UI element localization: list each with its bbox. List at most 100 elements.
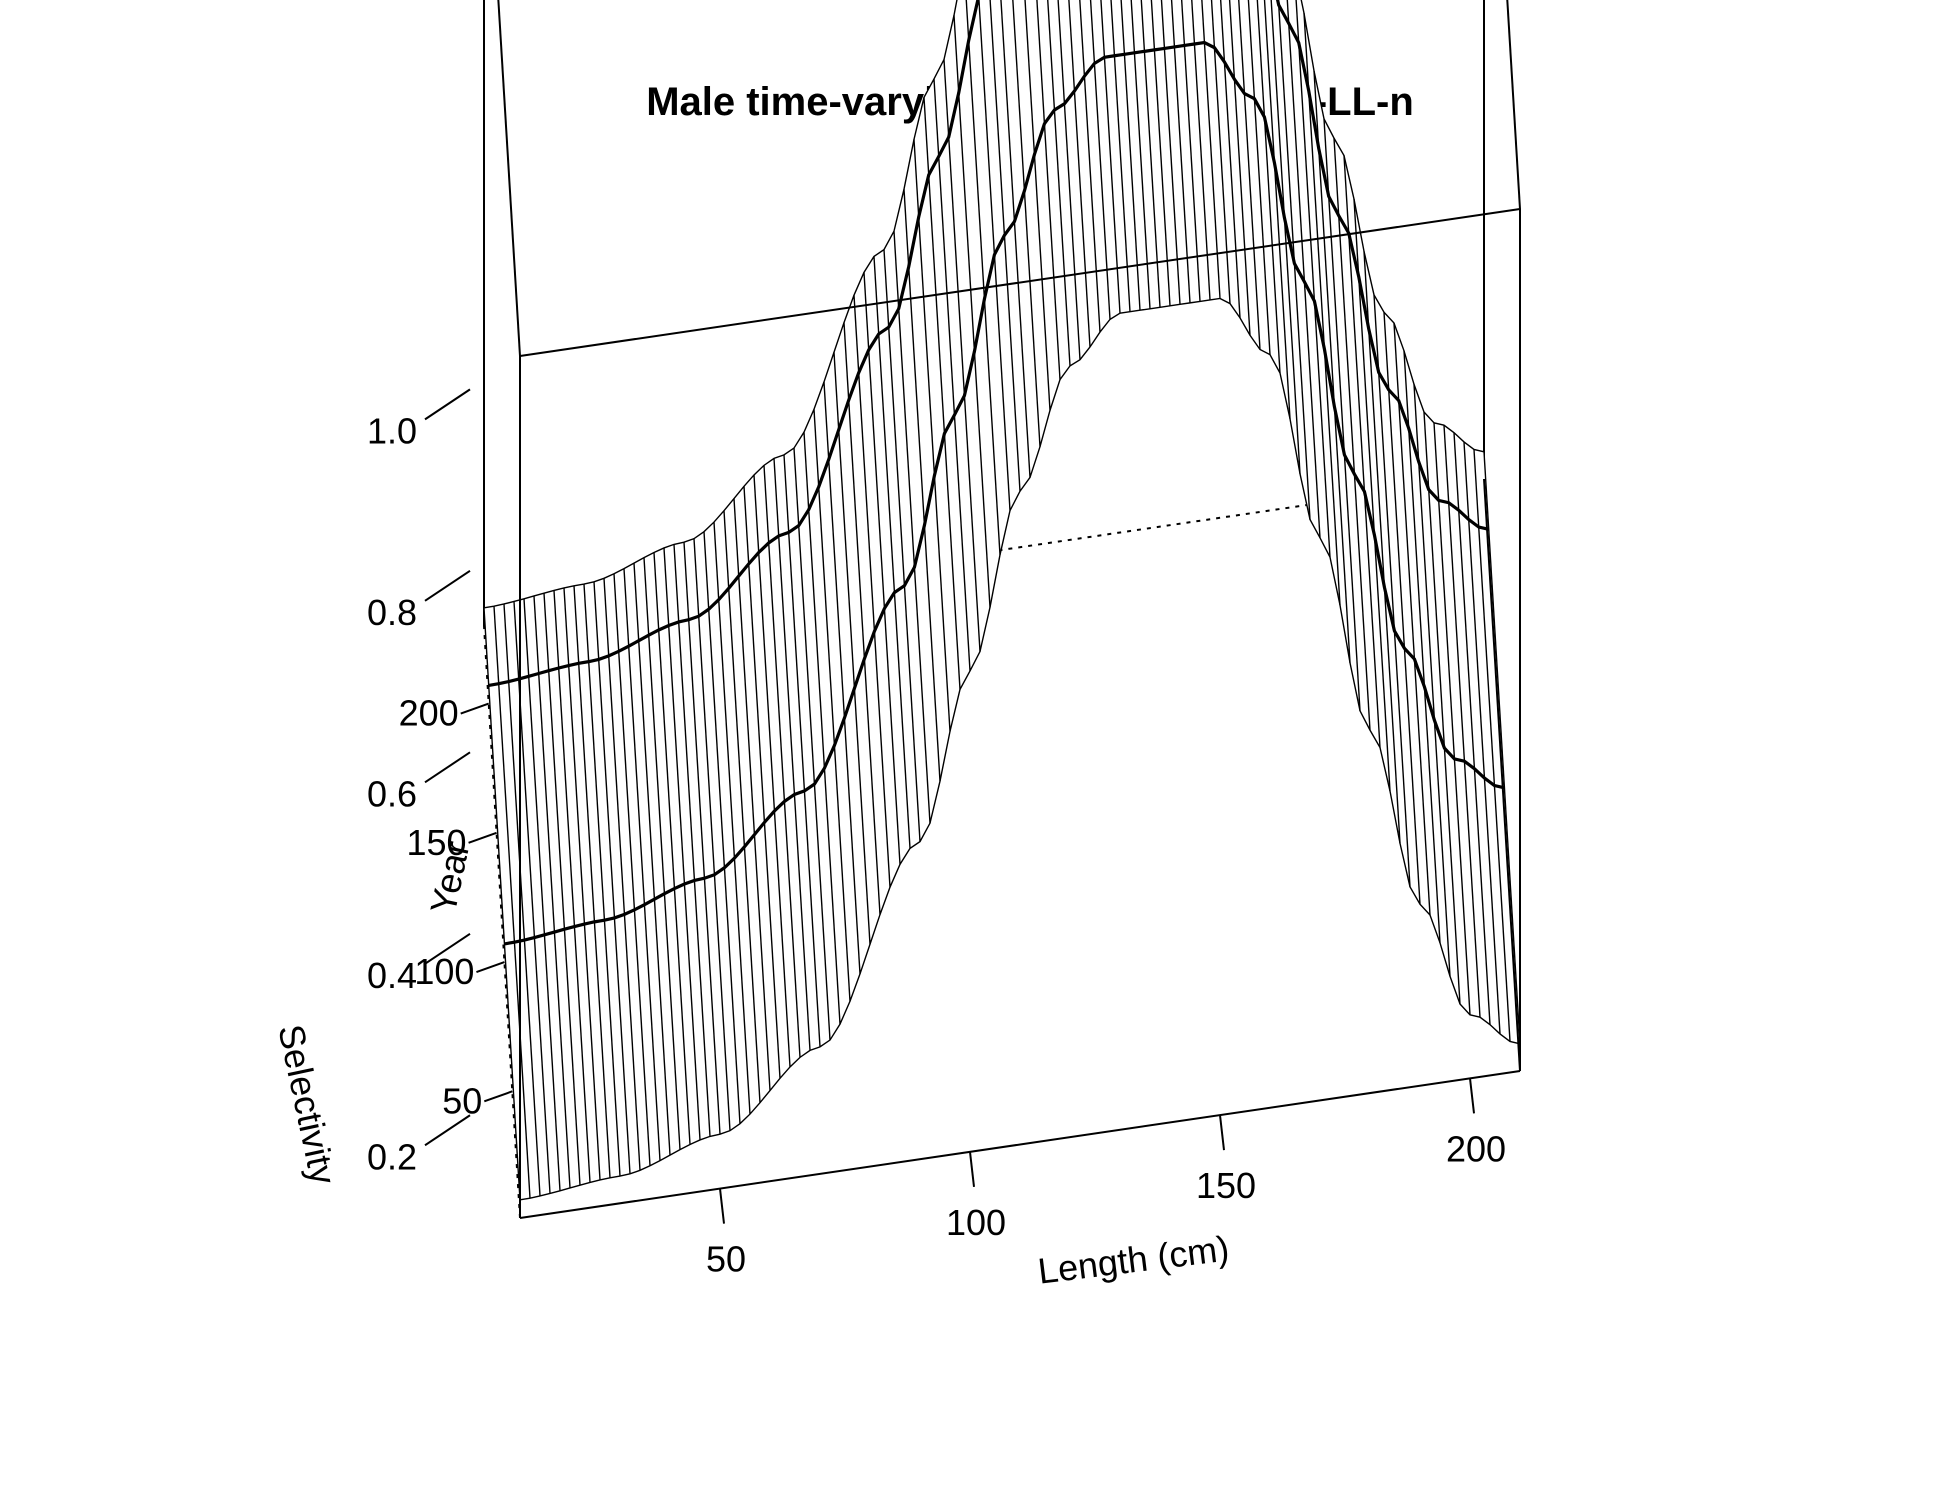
surface-length-line <box>1100 0 1121 314</box>
surface-facet <box>634 557 680 1156</box>
surface-facet <box>1334 138 1380 748</box>
surface-length-line <box>1180 0 1201 302</box>
surface-length-line <box>563 587 601 1181</box>
surface-facet <box>494 603 540 1199</box>
surface-length-line <box>503 603 541 1197</box>
surface-facet <box>914 97 960 732</box>
surface-facet <box>804 409 850 1025</box>
surface-facet <box>934 59 980 671</box>
x-tick-label: 150 <box>1196 1165 1256 1206</box>
surface-length-line <box>933 78 971 671</box>
surface-facet <box>1364 251 1410 887</box>
surface-length-line <box>1333 138 1371 731</box>
surface-length-line <box>583 584 621 1177</box>
surface-facet <box>1121 0 1150 311</box>
surface-length-line <box>753 474 791 1068</box>
surface-facet <box>584 581 630 1177</box>
surface-length-line <box>813 409 851 1002</box>
surface-facet <box>884 231 930 842</box>
selectivity-surface <box>483 0 1521 1201</box>
surface-length-line <box>1463 441 1501 1034</box>
z-tick-mark <box>424 388 471 421</box>
surface-back-profile <box>483 0 1485 609</box>
box-edge-right-top <box>1506 0 1521 210</box>
surface-length-line <box>1313 70 1351 663</box>
surface-facet <box>504 601 550 1196</box>
surface-length-line <box>543 593 581 1186</box>
surface-length-line <box>1110 0 1131 312</box>
surface-length-line <box>1068 0 1091 348</box>
surface-length-line <box>523 598 561 1191</box>
z-tick-label: 0.8 <box>367 592 417 633</box>
surface-length-line <box>833 352 871 945</box>
z-tick-mark <box>424 570 471 602</box>
surface-length-line <box>1210 0 1231 304</box>
surface-length-line <box>1353 198 1391 792</box>
surface-facet <box>1344 155 1390 792</box>
surface-length-line <box>1024 0 1051 411</box>
surface-length-line <box>1238 0 1261 350</box>
surface-facet <box>978 0 1020 511</box>
surface-length-line <box>1140 0 1161 308</box>
surface-length-line <box>1228 0 1251 336</box>
z-tick-label: 0.6 <box>367 773 417 814</box>
x-tick-label: 100 <box>946 1202 1006 1243</box>
surface-length-line <box>1323 118 1361 711</box>
surface-length-line <box>783 454 821 1047</box>
surface-facet <box>1141 0 1170 308</box>
surface-length-line <box>1160 0 1181 305</box>
surface-facet <box>1229 0 1260 350</box>
x-tick-mark <box>1469 1078 1475 1114</box>
surface-facet <box>1079 0 1110 333</box>
surface-facet <box>714 510 760 1115</box>
surface-length-line <box>1277 0 1311 520</box>
surface-front-profile <box>519 297 1521 1201</box>
surface-facet <box>1036 0 1070 380</box>
surface-length-line <box>903 189 941 782</box>
surface-length-line <box>643 557 681 1150</box>
surface-length-line <box>603 578 641 1171</box>
surface-facet <box>1271 0 1310 520</box>
y-tick-mark <box>476 961 505 974</box>
surface-length-line <box>1483 451 1521 1044</box>
surface-length-line <box>823 381 861 974</box>
surface-facet <box>644 552 690 1150</box>
x-tick-mark <box>1219 1114 1225 1151</box>
surface-facet <box>654 547 700 1145</box>
surface-facet <box>1296 0 1340 606</box>
surface-year-ridge <box>488 0 1490 687</box>
surface-facet <box>874 249 920 849</box>
x-tick-mark <box>719 1188 725 1224</box>
surface-length-line <box>623 568 661 1161</box>
surface-length-line <box>853 295 891 888</box>
surface-length-line <box>943 59 981 652</box>
surface-facet <box>1257 0 1290 419</box>
box-front-edges <box>497 0 1521 1219</box>
surface-length-line <box>1130 0 1151 309</box>
surface-length-line <box>723 510 761 1103</box>
surface-length-line <box>773 458 811 1051</box>
surface-facet <box>514 598 560 1194</box>
year-axis: 50 100 150 200 <box>399 693 513 1121</box>
surface-length-line <box>713 522 751 1115</box>
surface-length-line <box>1012 0 1041 447</box>
surface-facet <box>744 474 790 1079</box>
surface-facet <box>1220 0 1250 336</box>
surface-facet <box>554 587 600 1183</box>
surface-facet <box>834 322 880 945</box>
surface-length-line <box>1383 312 1421 905</box>
surface-facet <box>624 563 670 1161</box>
surface-facet <box>1278 0 1320 538</box>
z-tick-label: 1.0 <box>367 410 417 451</box>
surface-length-line <box>1219 0 1241 318</box>
surface-facet <box>524 595 570 1191</box>
surface-facet <box>1404 350 1450 977</box>
surface-facet <box>1151 0 1180 306</box>
y-tick-label: 100 <box>414 951 474 992</box>
surface-facet <box>794 432 840 1041</box>
surface-length-line <box>1473 449 1511 1042</box>
surface-length-line <box>1256 0 1281 374</box>
surface-facet <box>1238 0 1270 355</box>
surface-facet <box>604 573 650 1171</box>
